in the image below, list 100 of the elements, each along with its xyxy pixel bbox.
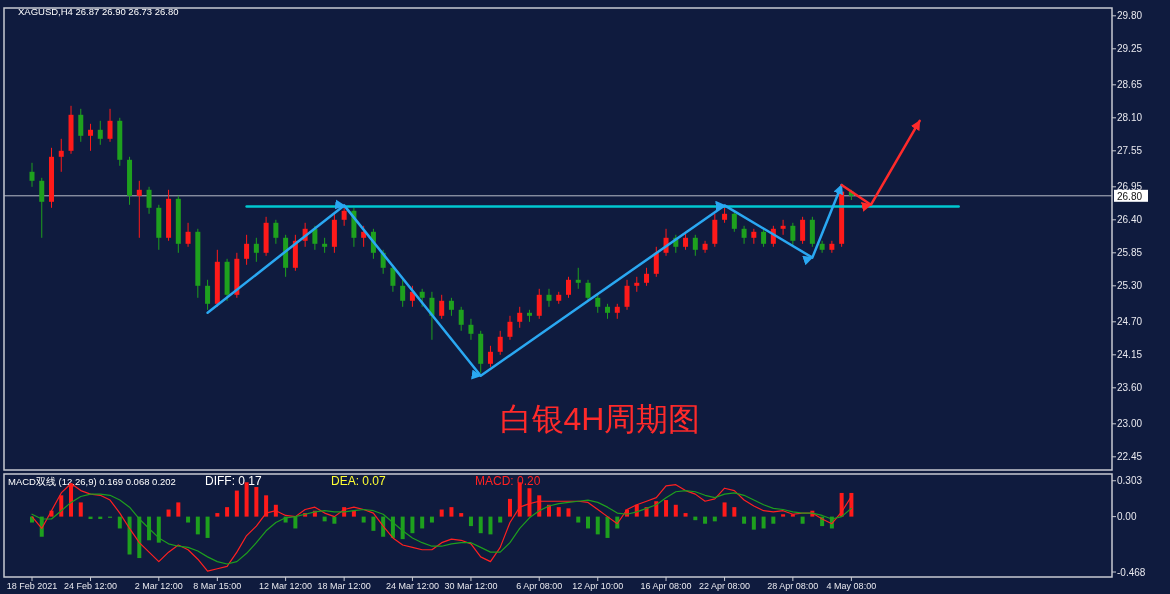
bar <box>410 516 415 534</box>
bar <box>449 507 454 517</box>
chart-title: XAGUSD,H4 26.87 26.90 26.73 26.80 <box>18 6 179 17</box>
candlestick <box>546 288 552 308</box>
bar <box>400 516 405 540</box>
chart-title: MACD双线 (12,26,9) 0.169 0.068 0.202 <box>8 476 176 487</box>
y-tick-label: 23.60 <box>1117 382 1143 394</box>
candlestick <box>400 279 406 308</box>
candlestick <box>692 234 698 257</box>
bar <box>498 516 503 523</box>
candlestick <box>185 222 191 248</box>
candlestick <box>585 279 591 302</box>
candlestick <box>507 315 513 341</box>
annotation: DIFF: 0.17 <box>205 474 263 488</box>
candlestick <box>244 234 250 266</box>
bar <box>371 516 376 531</box>
bar <box>761 516 766 529</box>
y-tick-label: 27.55 <box>1117 145 1143 157</box>
candlestick <box>146 186 152 215</box>
bar <box>264 495 269 517</box>
candlestick <box>136 180 142 239</box>
candlestick <box>107 108 113 143</box>
candlestick <box>536 288 542 320</box>
bar <box>527 488 532 517</box>
candlestick <box>712 213 718 248</box>
x-tick-label: 28 Apr 08:00 <box>767 581 819 591</box>
candlestick <box>819 240 825 254</box>
x-tick-label: 4 May 08:00 <box>826 581 877 591</box>
annotation: DEA: 0.07 <box>331 474 387 488</box>
bar <box>488 516 493 535</box>
line-series <box>31 489 852 565</box>
bar <box>117 516 122 529</box>
bar <box>703 516 708 524</box>
candlestick <box>653 246 659 278</box>
bar <box>293 516 298 529</box>
candlestick <box>458 306 464 332</box>
bar <box>332 516 337 524</box>
y-tick-label: 25.30 <box>1117 280 1143 292</box>
candlestick <box>29 162 35 188</box>
bar <box>605 516 610 538</box>
bar <box>59 495 64 517</box>
y-tick-label: 25.85 <box>1117 247 1143 259</box>
bar <box>556 507 561 517</box>
bar <box>429 516 434 523</box>
bar <box>566 508 571 517</box>
bar <box>683 513 688 517</box>
x-tick-label: 18 Mar 12:00 <box>317 581 371 591</box>
candlestick <box>497 330 503 356</box>
x-tick-label: 6 Apr 08:00 <box>516 581 563 591</box>
candlestick <box>800 216 806 245</box>
bar <box>664 500 669 517</box>
bar <box>732 507 737 517</box>
bar <box>576 516 581 523</box>
y-tick-label: 0.303 <box>1117 475 1143 487</box>
bar <box>507 498 512 517</box>
x-tick-label: 22 Apr 08:00 <box>699 581 751 591</box>
bar <box>722 502 727 517</box>
bar <box>195 516 200 535</box>
x-tick-label: 2 Mar 12:00 <box>134 581 183 591</box>
candlestick <box>487 345 493 368</box>
x-tick-label: 16 Apr 08:00 <box>640 581 692 591</box>
x-tick-label: 18 Feb 2021 <box>6 581 58 591</box>
bar <box>234 490 239 517</box>
candlestick <box>88 123 94 152</box>
candlestick <box>39 177 45 239</box>
bar <box>420 516 425 529</box>
candlestick <box>78 108 84 143</box>
bar <box>254 487 259 517</box>
bar <box>351 510 356 517</box>
y-tick-label: 26.95 <box>1117 181 1143 193</box>
candlestick <box>780 219 786 236</box>
candlestick <box>253 237 259 263</box>
x-tick-label: 12 Mar 12:00 <box>259 581 313 591</box>
candlestick <box>97 120 103 146</box>
bar <box>78 502 83 517</box>
y-tick-label: 23.00 <box>1117 418 1143 430</box>
candlestick <box>312 225 318 251</box>
candlestick <box>566 276 571 299</box>
bar <box>595 516 600 535</box>
bar <box>742 516 747 524</box>
candlestick <box>829 240 835 254</box>
bar <box>654 501 659 517</box>
y-tick-label: -0.468 <box>1117 566 1146 578</box>
candlestick <box>439 294 445 320</box>
ref-line-label: 26.80 <box>1117 190 1143 202</box>
bar <box>215 513 220 517</box>
candlestick <box>273 219 279 245</box>
y-tick-label: 24.15 <box>1117 349 1143 361</box>
x-tick-label: 30 Mar 12:00 <box>444 581 498 591</box>
candlestick <box>205 279 211 311</box>
bar <box>537 495 542 517</box>
bar <box>468 516 473 527</box>
bar <box>586 516 591 529</box>
bar <box>176 502 181 517</box>
bar <box>225 507 230 517</box>
bar <box>205 516 210 538</box>
y-tick-label: 24.70 <box>1117 316 1143 328</box>
bar <box>478 516 483 534</box>
x-tick-label: 24 Feb 12:00 <box>64 581 118 591</box>
candlestick <box>702 240 708 254</box>
